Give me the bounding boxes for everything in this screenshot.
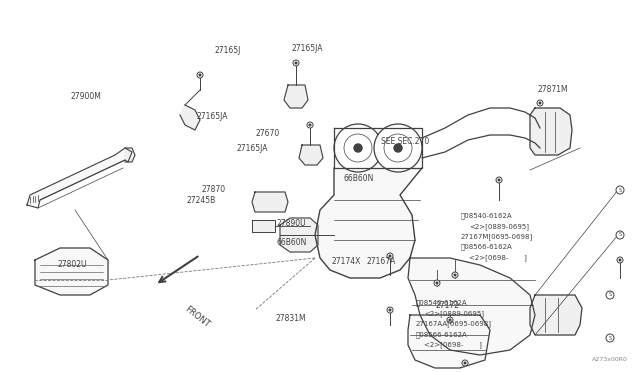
Circle shape [389,255,391,257]
Circle shape [199,74,201,76]
Polygon shape [180,105,200,130]
Circle shape [387,253,393,259]
Text: 27900M: 27900M [70,92,101,101]
Text: 27871M: 27871M [538,85,568,94]
Text: Ⓜ08540-6162A: Ⓜ08540-6162A [416,300,468,307]
Circle shape [498,179,500,181]
Circle shape [617,257,623,263]
Text: 27165J: 27165J [214,46,241,55]
Circle shape [295,62,297,64]
Circle shape [389,309,391,311]
Polygon shape [530,108,572,155]
Text: Ⓜ08566-6162A: Ⓜ08566-6162A [461,244,513,250]
Text: 27245B: 27245B [187,196,216,205]
Circle shape [197,72,203,78]
Circle shape [449,319,451,321]
Text: Ⓜ08566-6162A: Ⓜ08566-6162A [416,331,468,338]
Text: 27165JA: 27165JA [237,144,268,153]
Circle shape [293,60,299,66]
Text: <2>[0889-0695]: <2>[0889-0695] [469,223,529,230]
Polygon shape [252,220,275,232]
Text: FRONT: FRONT [182,305,211,329]
Circle shape [374,124,422,172]
Text: 27670: 27670 [256,129,280,138]
Polygon shape [299,145,323,165]
Polygon shape [252,192,288,212]
Text: <2>[0889-0695]: <2>[0889-0695] [424,310,484,317]
Circle shape [616,231,624,239]
Circle shape [394,144,402,152]
Circle shape [462,360,468,366]
Text: A273x00R0: A273x00R0 [592,357,628,362]
Circle shape [334,124,382,172]
Polygon shape [27,148,132,208]
Text: SEE SEC.270: SEE SEC.270 [381,137,429,146]
Circle shape [540,102,541,104]
Text: 27172: 27172 [435,301,460,310]
Text: <2>[0698-       ]: <2>[0698- ] [469,254,527,261]
Text: S: S [618,187,621,192]
Circle shape [307,122,313,128]
Polygon shape [408,258,535,355]
Circle shape [447,317,453,323]
Text: S: S [609,292,612,298]
Text: 27870: 27870 [202,185,226,194]
Circle shape [434,280,440,286]
Circle shape [537,100,543,106]
Circle shape [384,134,412,162]
Text: S: S [609,336,612,340]
Polygon shape [530,295,582,335]
Polygon shape [315,168,422,278]
Text: 27831M: 27831M [275,314,306,323]
Text: 27167AA[0695-0698]: 27167AA[0695-0698] [416,321,492,327]
Polygon shape [284,85,308,108]
Circle shape [354,144,362,152]
Circle shape [452,272,458,278]
Text: 27167A: 27167A [366,257,396,266]
Polygon shape [408,315,490,368]
Polygon shape [280,218,318,252]
Text: S: S [618,232,621,237]
Text: 27890U: 27890U [276,219,306,228]
Circle shape [620,259,621,261]
Text: 27167M[0695-0698]: 27167M[0695-0698] [461,233,533,240]
Text: 27165JA: 27165JA [196,112,228,121]
Circle shape [387,307,393,313]
Circle shape [606,291,614,299]
Circle shape [344,134,372,162]
Text: Ⓜ08540-6162A: Ⓜ08540-6162A [461,212,513,219]
Circle shape [496,177,502,183]
Text: 27165JA: 27165JA [291,44,323,53]
Circle shape [606,334,614,342]
Text: <2>[0698-       ]: <2>[0698- ] [424,341,482,348]
Circle shape [454,274,456,276]
Text: 66B60N: 66B60N [276,238,307,247]
Polygon shape [125,148,135,162]
Circle shape [309,124,311,126]
Text: 66B60N: 66B60N [344,174,374,183]
Circle shape [464,362,466,364]
Text: 27174X: 27174X [332,257,361,266]
Text: 27802U: 27802U [58,260,87,269]
Circle shape [436,282,438,284]
Circle shape [616,186,624,194]
Polygon shape [35,248,108,295]
